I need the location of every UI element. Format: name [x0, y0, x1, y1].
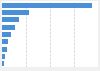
Bar: [2, 47, 7, 52]
Bar: [2, 2, 92, 8]
Bar: [2, 25, 15, 30]
Bar: [2, 10, 29, 15]
Bar: [2, 61, 4, 66]
Bar: [2, 32, 11, 37]
Bar: [2, 39, 8, 44]
Bar: [2, 17, 19, 22]
Bar: [2, 54, 5, 59]
